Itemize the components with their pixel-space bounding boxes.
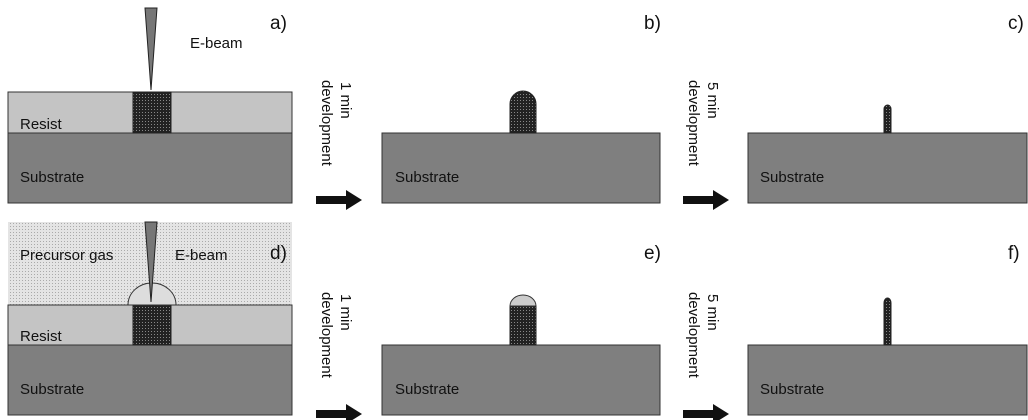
- arrow-text: 1 min: [337, 82, 354, 119]
- arrow-text: development: [685, 80, 702, 167]
- panel-label: a): [270, 13, 287, 34]
- panel-f: f) Substrate: [747, 243, 1028, 416]
- arrow-3: 1 min development: [316, 292, 362, 420]
- panel-label: e): [644, 243, 661, 264]
- substrate-label: Substrate: [395, 381, 459, 398]
- beam-label: E-beam: [190, 35, 243, 52]
- panel-b: b) Substrate: [381, 13, 661, 204]
- panel-e: e) Substrate: [381, 243, 661, 416]
- arrow-4: 5 min development: [683, 292, 729, 420]
- substrate: [747, 132, 1028, 204]
- arrow-2: 5 min development: [683, 80, 729, 210]
- deposit: [509, 294, 537, 307]
- arrow-text: 1 min: [337, 294, 354, 331]
- e-beam: [144, 7, 158, 91]
- panel-c: c) Substrate: [747, 13, 1028, 204]
- substrate: [7, 344, 293, 416]
- structure: [509, 305, 537, 346]
- arrow: [683, 404, 729, 420]
- structure: [509, 90, 537, 134]
- panel-label: b): [644, 13, 661, 34]
- panel-label: d): [270, 243, 287, 264]
- substrate-label: Substrate: [20, 381, 84, 398]
- arrow-text: 5 min: [704, 294, 721, 331]
- arrow: [316, 190, 362, 210]
- arrow-text: 5 min: [704, 82, 721, 119]
- panel-label: f): [1008, 243, 1020, 264]
- beam-label: E-beam: [175, 247, 228, 264]
- arrow-text: development: [685, 292, 702, 379]
- substrate-label: Substrate: [760, 381, 824, 398]
- arrow: [316, 404, 362, 420]
- e-beam: [144, 221, 158, 303]
- arrow-text: development: [318, 80, 335, 167]
- panel-d: d) Precursor gas E-beam Resist Substrate: [7, 221, 293, 416]
- resist-label: Resist: [20, 328, 63, 345]
- arrow-text: development: [318, 292, 335, 379]
- exposed-region: [132, 304, 172, 346]
- substrate-label: Substrate: [760, 169, 824, 186]
- resist-label: Resist: [20, 116, 63, 133]
- substrate: [7, 132, 293, 204]
- panel-a: a) E-beam Resist Substrate: [7, 7, 293, 204]
- arrow-1: 1 min development: [316, 80, 362, 210]
- gas-label: Precursor gas: [20, 247, 113, 264]
- structure: [883, 104, 892, 134]
- substrate: [381, 344, 661, 416]
- arrow: [683, 190, 729, 210]
- exposed-region: [132, 91, 172, 134]
- panel-label: c): [1008, 13, 1024, 34]
- substrate-label: Substrate: [20, 169, 84, 186]
- substrate: [747, 344, 1028, 416]
- structure: [883, 297, 892, 346]
- substrate-label: Substrate: [395, 169, 459, 186]
